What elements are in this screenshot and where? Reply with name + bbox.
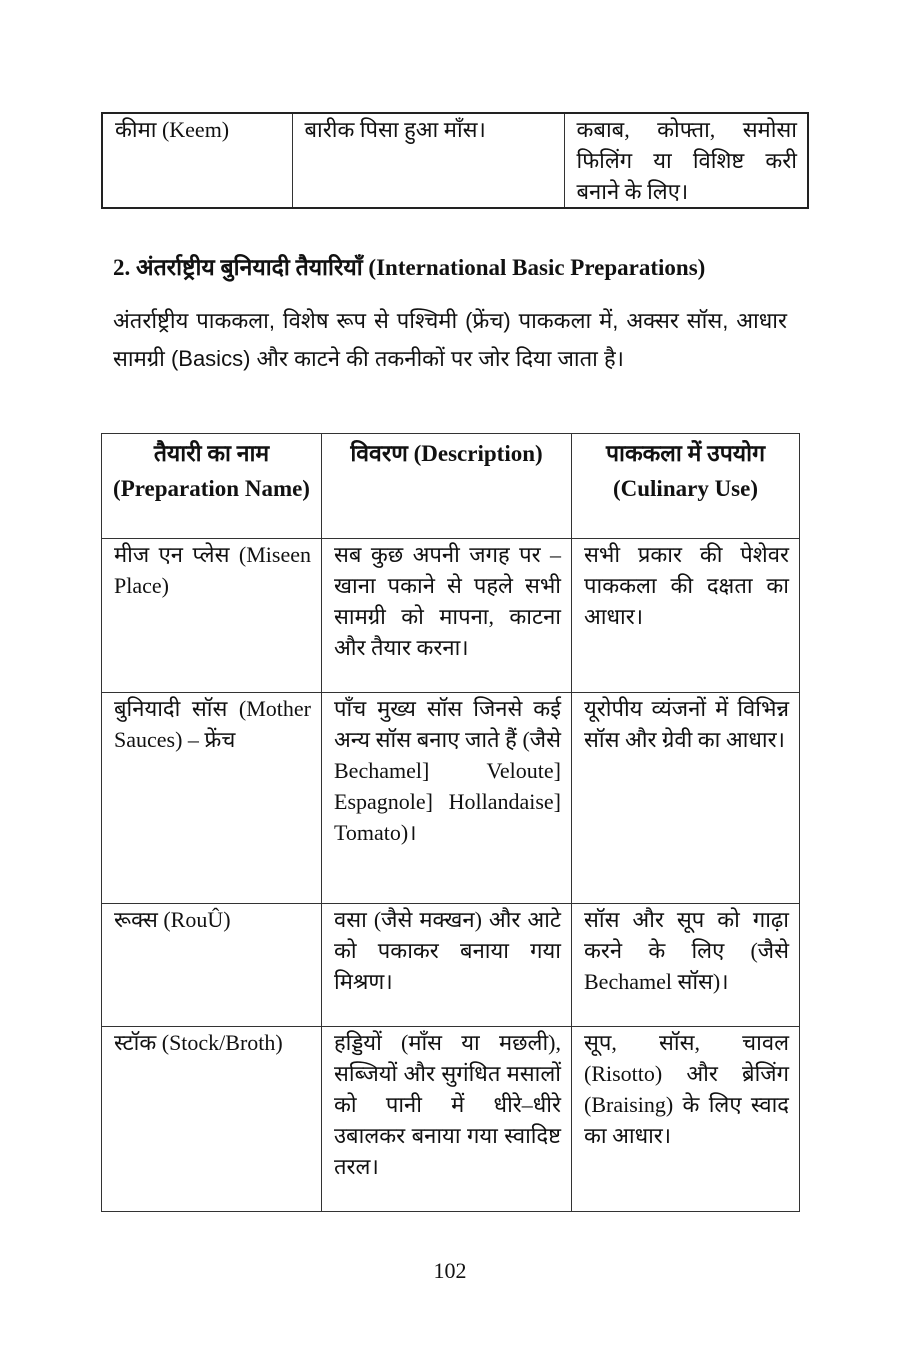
table-cell: पाँच मुख्य सॉस जिनसे कई अन्य सॉस बनाए जा… <box>321 692 572 904</box>
table-cell: हड्डियों (माँस या मछली), सब्जियों और सुग… <box>321 1026 572 1212</box>
table-cell: सभी प्रकार की पेशेवर पाककला की दक्षता का… <box>571 538 800 693</box>
table-row: रूक्स (RouÛ) वसा (जैसे मक्खन) और आटे को … <box>101 903 800 1027</box>
table-row: कीमा (Keem) बारीक पिसा हुआ माँस। कबाब, क… <box>101 112 809 209</box>
table-cell: रूक्स (RouÛ) <box>101 903 322 1027</box>
keema-table: कीमा (Keem) बारीक पिसा हुआ माँस। कबाब, क… <box>101 112 809 209</box>
table-cell: कीमा (Keem) <box>101 112 293 209</box>
table-cell: सब कुछ अपनी जगह पर – खाना पकाने से पहले … <box>321 538 572 693</box>
table-cell: बुनियादी सॉस (Mother Sauces) – फ्रेंच <box>101 692 322 904</box>
column-header: तैयारी का नाम (Preparation Name) <box>101 433 322 539</box>
table-row: मीज एन प्लेस (Miseen Place) सब कुछ अपनी … <box>101 538 800 693</box>
table-row: बुनियादी सॉस (Mother Sauces) – फ्रेंच पा… <box>101 692 800 904</box>
preparations-table: तैयारी का नाम (Preparation Name) विवरण (… <box>101 433 800 1212</box>
table-cell: सूप, सॉस, चावल (Risotto) और ब्रेजिंग (Br… <box>571 1026 800 1212</box>
table-cell: वसा (जैसे मक्खन) और आटे को पकाकर बनाया ग… <box>321 903 572 1027</box>
table-cell: मीज एन प्लेस (Miseen Place) <box>101 538 322 693</box>
table-cell: स्टॉक (Stock/Broth) <box>101 1026 322 1212</box>
table-cell: कबाब, कोफ्ता, समोसा फिलिंग या विशिष्ट कर… <box>563 112 809 209</box>
column-header: विवरण (Description) <box>321 433 572 539</box>
page-number: 102 <box>433 1258 467 1283</box>
column-header: पाककला में उपयोग (Culinary Use) <box>571 433 800 539</box>
section-heading: 2. अंतर्राष्ट्रीय बुनियादी तैयारियाँ (In… <box>113 255 706 280</box>
table-cell: यूरोपीय व्यंजनों में विभिन्न सॉस और ग्रे… <box>571 692 800 904</box>
table-header-row: तैयारी का नाम (Preparation Name) विवरण (… <box>101 433 800 539</box>
table-cell: बारीक पिसा हुआ माँस। <box>291 112 565 209</box>
table-cell: सॉस और सूप को गाढ़ा करने के लिए (जैसे Be… <box>571 903 800 1027</box>
table-row: स्टॉक (Stock/Broth) हड्डियों (माँस या मछ… <box>101 1026 800 1212</box>
section-paragraph: अंतर्राष्ट्रीय पाककला, विशेष रूप से पश्च… <box>113 308 787 371</box>
